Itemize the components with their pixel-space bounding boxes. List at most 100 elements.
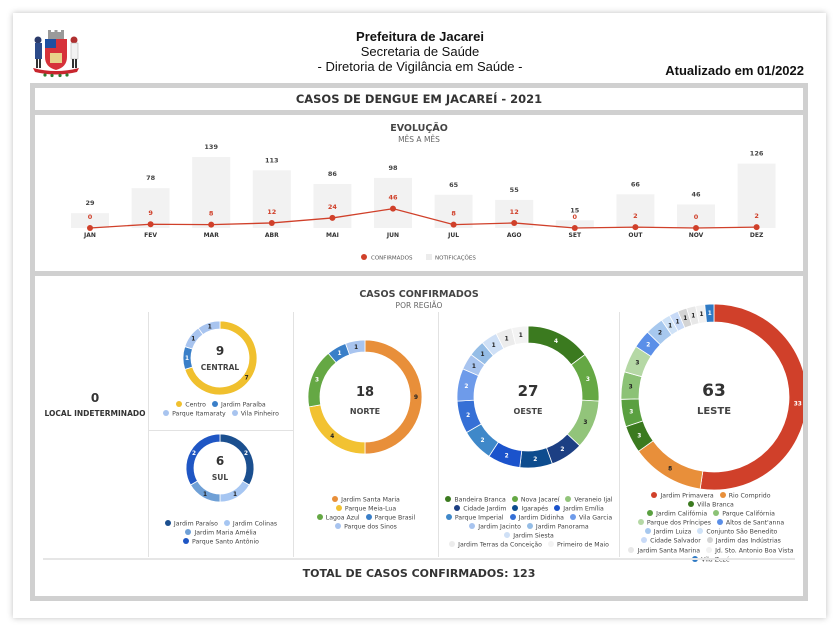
legend-item: Vila Garcia xyxy=(569,514,612,523)
legend-norte: Jardim Santa MariaParque Meia-Lua Lagoa A… xyxy=(297,496,435,532)
legend-marker-icon xyxy=(706,537,713,544)
legend-item: Jardim das Indústrias xyxy=(706,537,781,546)
legend-marker-icon xyxy=(332,496,339,502)
month-tick-label: SET xyxy=(569,232,582,239)
donut-slice xyxy=(307,352,337,408)
legend-marker-icon xyxy=(185,529,192,536)
slice-value-label: 1 xyxy=(492,343,496,349)
legend-marker-icon xyxy=(335,505,342,512)
slice-value-label: 1 xyxy=(668,323,672,329)
legend-label: Jardim Panorama xyxy=(535,523,589,531)
legend-label: Veraneio Ijal xyxy=(574,496,613,504)
legend-marker-icon xyxy=(231,410,238,417)
legend-marker-icon xyxy=(223,520,230,526)
notification-bar xyxy=(555,220,594,228)
confirmed-line xyxy=(89,208,757,229)
legend-item: Vila Pinheiro xyxy=(231,410,279,419)
legend-item: Rio Comprido xyxy=(719,492,771,501)
legend-marker-icon xyxy=(644,528,651,535)
legend-label: Jardim Santa Maria xyxy=(341,496,400,504)
legend-label: Jardim Maria Amélia xyxy=(194,529,257,537)
legend-marker-icon xyxy=(509,514,516,521)
confirmed-point xyxy=(571,225,578,231)
legend-marker-icon xyxy=(164,520,171,526)
evolution-title: EVOLUÇÃO xyxy=(390,123,448,134)
donut-slice xyxy=(185,433,221,486)
region-total: 6 xyxy=(216,454,224,468)
donut-slice xyxy=(527,325,586,366)
donut-slice xyxy=(197,320,221,336)
dashboard-title-panel: CASOS DE DENGUE EM JACAREÍ - 2021 xyxy=(35,88,803,110)
regions-panel: CASOS CONFIRMADOS POR REGIÃO 0 LOCAL IND… xyxy=(35,276,803,596)
indeterminate-block: 0 LOCAL INDETERMINADO xyxy=(40,391,150,418)
legend-item: Jardim Paraíso xyxy=(164,520,218,529)
slice-value-label: 3 xyxy=(586,377,590,383)
legend-marker-icon xyxy=(176,401,183,407)
notification-value-label: 55 xyxy=(510,186,520,194)
month-tick-label: DEZ xyxy=(750,232,764,239)
slice-value-label: 1 xyxy=(676,319,680,325)
legend-marker-icon xyxy=(512,505,519,512)
notification-value-label: 98 xyxy=(388,164,398,172)
slice-value-label: 1 xyxy=(683,316,687,322)
legend-marker-icon xyxy=(511,496,518,502)
legend-item: Jardim Terras da Conceição xyxy=(449,541,542,550)
legend-label: Parque Imperial xyxy=(454,514,504,522)
legend-marker-icon xyxy=(454,505,461,512)
confirmed-point xyxy=(268,219,275,226)
month-tick-label: FEV xyxy=(144,232,157,239)
legend-row: Jardim Santa Marina Jd. Sto. Antonio Boa … xyxy=(623,546,799,556)
legend-label: Jardim Primavera xyxy=(660,492,714,500)
legend-marker-icon xyxy=(565,496,572,502)
region-name: SUL xyxy=(212,473,228,482)
legend-central: Centro Jardim Paraíba Parque Itamaraty Vila… xyxy=(153,401,289,419)
notification-bar xyxy=(677,204,715,228)
legend-row: Parque dos Sinos xyxy=(297,523,435,532)
legend-label: Jardim Santa Marina xyxy=(637,547,701,555)
slice-value-label: 2 xyxy=(464,384,468,390)
legend-row: Lagoa Azul Parque Brasil xyxy=(297,514,435,523)
confirmed-point xyxy=(693,225,699,231)
legend-item: Veraneio Ijal xyxy=(565,496,613,505)
legend-marker-icon xyxy=(554,505,561,512)
indeterminate-count: 0 xyxy=(90,391,100,405)
legend-item: Jardim Maria Amélia xyxy=(185,529,257,538)
confirmed-value-label: 12 xyxy=(267,208,276,216)
confirmed-value-label: 8 xyxy=(451,210,456,218)
slice-value-label: 3 xyxy=(629,385,633,391)
legend-item: Nova Jacareí xyxy=(511,496,559,505)
notification-value-label: 15 xyxy=(570,206,580,214)
donut-slice xyxy=(704,303,715,323)
legend-label: Conjunto São Benedito xyxy=(706,528,778,536)
confirmed-value-label: 9 xyxy=(148,209,153,217)
confirmed-point xyxy=(208,221,215,228)
slice-value-label: 2 xyxy=(560,447,564,453)
total-divider xyxy=(43,558,795,560)
legend-row: Bandeira Branca Nova Jacareí Veraneio Ijal xyxy=(441,496,617,505)
legend-row: Centro Jardim Paraíba xyxy=(153,401,289,410)
legend-leste: Jardim Primavera Rio CompridoVilla Branca… xyxy=(623,492,799,565)
legend-marker-icon xyxy=(713,510,720,517)
org-name: Prefeitura de Jacarei xyxy=(356,29,484,44)
updated-date: Atualizado em 01/2022 xyxy=(665,63,804,78)
legend-item: Jardim Jacinto xyxy=(469,523,521,532)
legend-row: Parque Itamaraty Vila Pinheiro xyxy=(153,410,289,419)
legend-marker-icon xyxy=(211,401,218,407)
legend-item: Primeiro de Maio xyxy=(547,541,609,550)
confirmed-value-label: 46 xyxy=(388,194,398,202)
slice-value-label: 2 xyxy=(192,451,196,457)
coat-of-arms-logo xyxy=(33,30,79,78)
legend-row: Jardim Primavera Rio CompridoVilla Branca xyxy=(623,492,799,510)
legend-label: Igarapés xyxy=(521,505,549,513)
legend-label: Jardim Jacinto xyxy=(478,523,521,531)
notification-value-label: 126 xyxy=(750,150,764,158)
legend-item: Igarapés xyxy=(512,505,548,514)
legend-marker-icon xyxy=(688,501,695,508)
notification-value-label: 78 xyxy=(146,174,156,182)
confirmed-point xyxy=(632,224,639,231)
legend-label: Bandeira Branca xyxy=(454,496,506,504)
donut-slice xyxy=(637,440,704,490)
slice-value-label: 3 xyxy=(315,378,319,384)
legend-oeste: Bandeira Branca Nova Jacareí Veraneio Ijal… xyxy=(441,496,617,551)
legend-item: Jardim Colinas xyxy=(223,520,277,529)
